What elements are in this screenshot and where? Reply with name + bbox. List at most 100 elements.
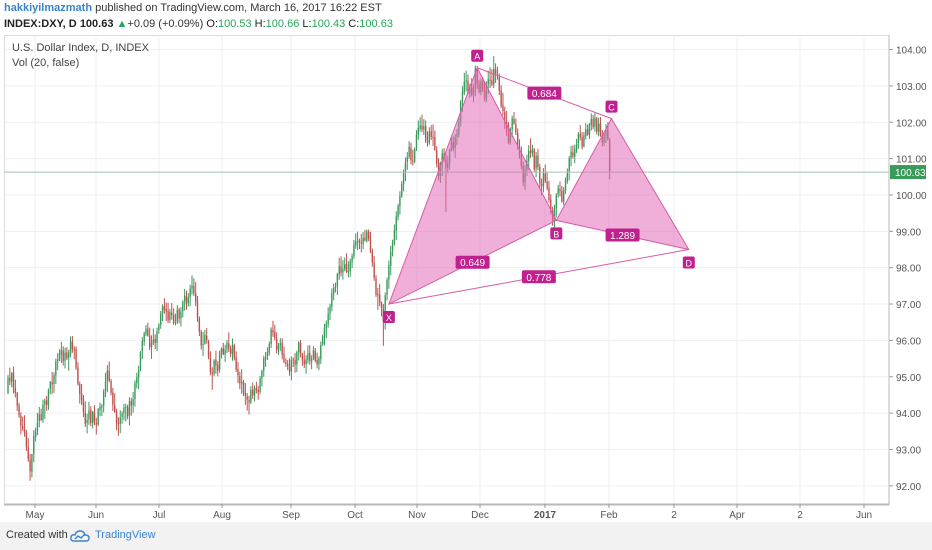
candle-body [167, 310, 169, 321]
candle-body [252, 389, 254, 396]
candle-body [130, 401, 132, 406]
candle-body [36, 422, 39, 431]
candle-body [380, 302, 383, 309]
candle-body [274, 331, 276, 338]
price-axis: 92.00 93.00 94.00 95.00 96.00 97.00 98.00 99.00… [889, 46, 927, 493]
candle-body [338, 266, 340, 275]
candle-body [97, 409, 99, 425]
time-tick-label: Feb [600, 510, 618, 521]
candle-body [362, 238, 364, 244]
candle-body [502, 105, 504, 111]
candle-body [202, 344, 204, 346]
candle-body [358, 240, 361, 243]
time-tick-label: Aug [213, 510, 231, 521]
candle-body [581, 137, 583, 147]
candle-body [421, 125, 423, 130]
open-value: 100.53 [217, 18, 252, 30]
candle-body [356, 241, 359, 243]
candle-body [568, 158, 570, 173]
candle-body [80, 393, 83, 401]
candle-body [303, 359, 305, 365]
candle-body [45, 400, 48, 406]
candle-body [285, 362, 287, 365]
candle-body [99, 406, 101, 411]
candle-body [561, 190, 563, 202]
author-link[interactable]: hakkiyilmazmath [4, 2, 93, 14]
candle-body [38, 414, 40, 422]
candle-body [147, 328, 149, 336]
candle-body [10, 373, 13, 382]
candle-body [583, 135, 585, 147]
candle-body [415, 134, 418, 149]
candle-body [296, 352, 298, 365]
candle-body [58, 353, 61, 360]
candle-body [220, 348, 223, 353]
candle-body [432, 137, 434, 139]
candle-body [176, 309, 178, 322]
candle-body [355, 241, 357, 246]
tradingview-link[interactable]: TradingView [95, 529, 156, 541]
candle-body [40, 414, 42, 421]
price-tick-label: 94.00 [896, 409, 921, 420]
ohlc-line: INDEX:DXY, D 100.63 ▲+0.09 (+0.09%) O:10… [4, 18, 393, 30]
pattern-point-marker [682, 256, 695, 269]
candle-body [204, 334, 206, 344]
candle-body [310, 358, 313, 362]
candle-body [331, 293, 333, 307]
candle-body [375, 278, 377, 295]
price-tick-label: 102.00 [896, 118, 927, 129]
candle-body [248, 399, 250, 403]
candle-body [90, 409, 92, 423]
candle-body [384, 295, 386, 323]
candle-body [266, 352, 269, 357]
candle-body [268, 344, 270, 353]
candles [4, 56, 889, 481]
price-tick-label: 98.00 [896, 264, 921, 275]
candle-body [437, 162, 440, 177]
candle-body [139, 352, 142, 370]
candle-body [323, 328, 326, 337]
candle-body [191, 285, 193, 289]
price-tick-label: 103.00 [896, 82, 927, 93]
candle-body [463, 81, 466, 93]
price-tick-label: 97.00 [896, 300, 921, 311]
candle-body [542, 172, 545, 186]
candle-body [441, 153, 443, 163]
candle-body [263, 358, 265, 371]
candle-body [557, 188, 559, 195]
candle-body [413, 148, 416, 162]
candle-body [275, 338, 278, 350]
candle-body [325, 323, 328, 329]
candle-body [14, 388, 17, 394]
candle-body [242, 381, 245, 393]
candle-body [66, 352, 68, 359]
candle-body [426, 141, 429, 143]
candle-body [125, 406, 127, 408]
candle-body [281, 342, 283, 355]
candle-body [229, 348, 232, 354]
candle-body [27, 447, 29, 460]
price-chart[interactable]: U.S. Dollar Index, D, INDEX Vol (20, fal… [4, 35, 928, 522]
candle-body [272, 329, 274, 333]
pattern-point-label: X [386, 313, 392, 323]
candle-body [73, 349, 75, 351]
footer-bar: Created with TradingView [0, 522, 932, 550]
candle-body [101, 406, 103, 408]
candle-body [309, 353, 311, 361]
candle-body [391, 242, 394, 252]
candle-body [60, 349, 63, 355]
candle-body [213, 360, 215, 374]
pattern-point-marker [471, 49, 484, 62]
pattern-point-marker [550, 227, 563, 240]
candle-body [544, 173, 546, 181]
candle-body [148, 335, 151, 348]
candle-body [163, 306, 166, 310]
harmonic-pattern[interactable]: X A B C D 0.684 0.649 1.289 0.778 [382, 49, 695, 324]
candle-body [29, 459, 31, 472]
candle-body [334, 286, 337, 288]
candle-body [575, 143, 578, 150]
candle-body [77, 367, 79, 385]
candle-body [314, 350, 316, 361]
candle-body [574, 149, 576, 157]
candle-body [349, 261, 351, 272]
